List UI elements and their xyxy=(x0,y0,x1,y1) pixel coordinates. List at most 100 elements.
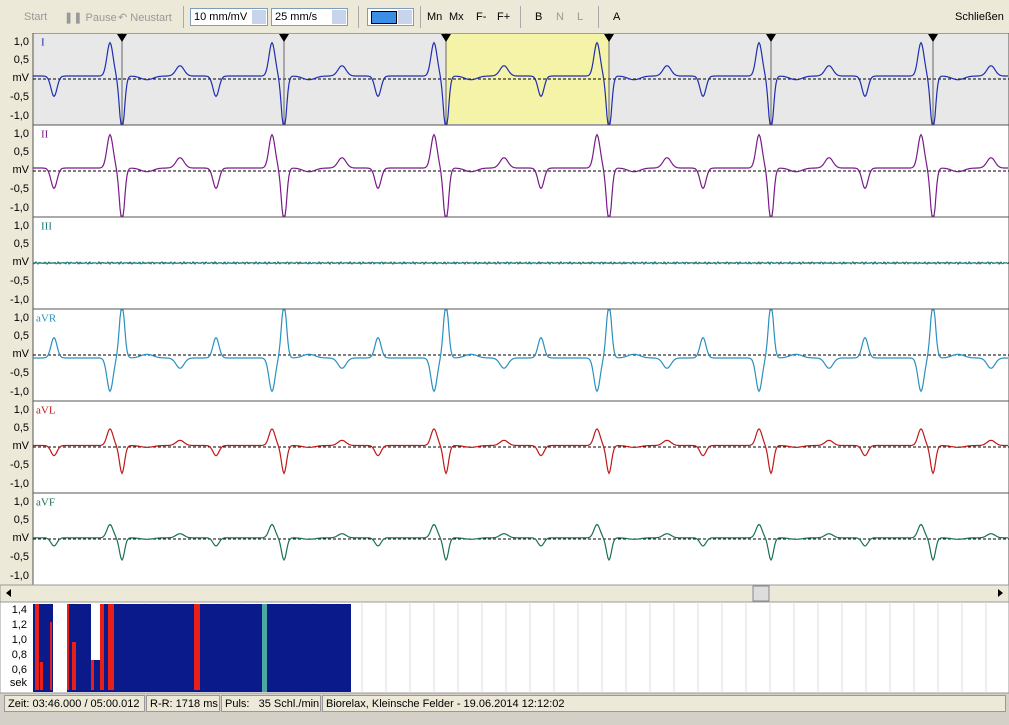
scale-label: mV xyxy=(13,532,30,544)
rr-bar xyxy=(72,642,76,690)
ecg-view: 1,0 0,5 mV -0,5 -1,0 I 1,0 0,5 mV -0,5 -1,0 II 1,0 0,… xyxy=(0,33,1009,694)
status-time: Zeit: 03:46.000 / 05:00.012 xyxy=(4,695,145,712)
separator xyxy=(358,6,359,28)
beat-marker xyxy=(604,34,614,42)
close-button[interactable]: Schließen xyxy=(955,11,1004,23)
separator xyxy=(420,6,421,28)
scale-label: -1,0 xyxy=(10,294,29,306)
scale-label: -1,0 xyxy=(10,202,29,214)
mx-button[interactable]: Mx xyxy=(449,11,464,23)
beat-marker xyxy=(928,34,938,42)
scale-label: 1,0 xyxy=(14,36,29,48)
scale-label: -1,0 xyxy=(10,110,29,122)
rr-bar xyxy=(100,604,104,690)
scale-label: -0,5 xyxy=(10,459,29,471)
rr-bar xyxy=(194,604,200,690)
scale-label: mV xyxy=(13,256,30,268)
separator xyxy=(183,6,184,28)
scale-label: 0,5 xyxy=(14,146,29,158)
restart-text: Neustart xyxy=(130,12,172,24)
scale-label: 0,5 xyxy=(14,238,29,250)
scale-label: 1,0 xyxy=(14,312,29,324)
ecg-trace xyxy=(33,428,1008,475)
speed-select[interactable]: 25 mm/s xyxy=(271,8,348,26)
scale-label: -1,0 xyxy=(10,386,29,398)
separator xyxy=(598,6,599,28)
status-info: Biorelax, Kleinsche Felder - 19.06.2014 … xyxy=(322,695,1006,712)
scale-label: 1,0 xyxy=(14,220,29,232)
scale-label: -1,0 xyxy=(10,478,29,490)
rr-scale-label: 1,2 xyxy=(12,619,27,631)
rr-bar xyxy=(40,662,43,690)
color-select[interactable] xyxy=(367,8,414,26)
scale-label: 1,0 xyxy=(14,496,29,508)
ecg-trace xyxy=(33,41,1008,125)
ecg-trace xyxy=(33,309,1008,393)
pause-text: Pause xyxy=(85,12,117,24)
f-minus-button[interactable]: F- xyxy=(476,11,487,23)
rr-scale-label: 1,4 xyxy=(12,604,27,616)
scale-label: mV xyxy=(13,164,30,176)
scale-label: -0,5 xyxy=(10,551,29,563)
n-button[interactable]: N xyxy=(556,11,564,23)
rr-bar xyxy=(108,604,114,690)
scale-label: 0,5 xyxy=(14,422,29,434)
rr-mark xyxy=(262,604,267,692)
rr-bar xyxy=(50,622,52,690)
scale-label: -0,5 xyxy=(10,275,29,287)
rr-fill xyxy=(33,604,351,692)
status-rr: R-R: 1718 ms xyxy=(146,695,220,712)
rr-bar xyxy=(35,604,39,690)
scale-label: 1,0 xyxy=(14,404,29,416)
scale-label: 0,5 xyxy=(14,54,29,66)
scroll-thumb xyxy=(752,585,770,602)
scale-label: 0,5 xyxy=(14,514,29,526)
lead-name: I xyxy=(41,37,45,49)
ecg-trace xyxy=(33,523,1008,562)
lead-name: aVL xyxy=(36,405,56,417)
scale-label: 1,0 xyxy=(14,128,29,140)
pulse-value: 35 Schl./min xyxy=(258,698,320,710)
lead-name: II xyxy=(41,129,49,141)
left-scale-bg xyxy=(0,33,33,585)
pause-button[interactable]: ❚❚ Pause xyxy=(64,12,117,24)
lead-name: aVF xyxy=(36,497,55,509)
separator xyxy=(520,6,521,28)
scroll-right xyxy=(998,589,1003,597)
rr-gap xyxy=(91,604,100,660)
rr-scale-label: sek xyxy=(10,677,28,689)
ecg-trace xyxy=(33,133,1008,217)
scale-label: mV xyxy=(13,72,30,84)
scrollbar xyxy=(0,584,1009,603)
rr-bar xyxy=(66,604,69,690)
scale-label: -0,5 xyxy=(10,183,29,195)
beat-marker xyxy=(441,34,451,42)
start-button[interactable]: Start xyxy=(24,11,48,23)
scale-label: mV xyxy=(13,440,30,452)
f-plus-button[interactable]: F+ xyxy=(497,11,511,23)
a-button[interactable]: A xyxy=(613,11,621,23)
lead-name: III xyxy=(41,221,52,233)
l-button[interactable]: L xyxy=(577,11,584,23)
lead-name: aVR xyxy=(36,313,57,325)
rr-scale-label: 0,8 xyxy=(12,649,27,661)
rr-gap xyxy=(53,604,67,692)
status-pulse: Puls: 35 Schl./min xyxy=(221,695,321,712)
beat-marker xyxy=(279,34,289,42)
beat-marker xyxy=(117,34,127,42)
ecg-trace xyxy=(32,260,1009,266)
restart-button[interactable]: ↶ Neustart xyxy=(118,12,172,24)
amplitude-select[interactable]: 10 mm/mV xyxy=(190,8,268,26)
scale-label: mV xyxy=(13,348,30,360)
scale-label: -0,5 xyxy=(10,91,29,103)
scale-label: -0,5 xyxy=(10,367,29,379)
rr-scale-label: 0,6 xyxy=(12,664,27,676)
scale-label: -1,0 xyxy=(10,570,29,582)
scale-label: 0,5 xyxy=(14,330,29,342)
toolbar: Start ❚❚ Pause ↶ Neustart 10 mm/mV 25 mm… xyxy=(0,0,1009,34)
b-button[interactable]: B xyxy=(535,11,543,23)
scroll-left xyxy=(6,589,11,597)
beat-marker xyxy=(766,34,776,42)
mn-button[interactable]: Mn xyxy=(427,11,443,23)
